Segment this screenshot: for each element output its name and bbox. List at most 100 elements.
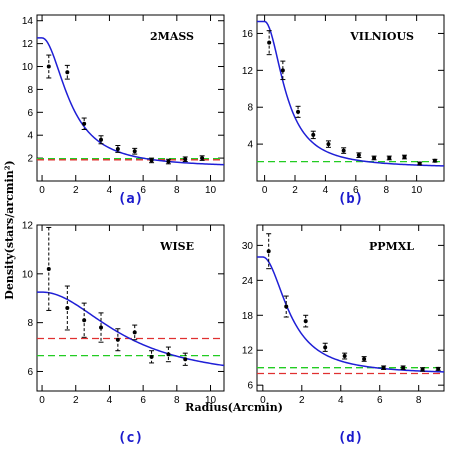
plot-area [37,226,224,367]
data-point [284,304,289,309]
x-tick-label: 0 [39,185,45,196]
data-point [65,306,70,310]
fit-curve [37,37,224,166]
data-point [326,142,331,147]
y-tick-label: 10 [22,269,34,280]
y-tick-label: 14 [22,16,34,27]
data-point [115,146,120,151]
x-tick-label: 10 [411,185,423,196]
x-tick-label: 4 [323,185,329,196]
panel-letter: (d) [338,430,363,446]
y-axis-title: Density(stars/arcmin²) [3,160,16,299]
panel-wise: 0 2 4 6 8 10 6 8 10 12 WISE (c) [22,221,225,446]
x-tick-label: 2 [299,395,305,406]
x-tick-label: 8 [416,395,422,406]
data-point [200,156,205,161]
x-tick-label: 10 [205,395,217,406]
y-tick-label: 30 [242,241,254,252]
panel-title: 2MASS [150,30,194,43]
y-tick-label: 8 [27,85,33,96]
x-tick-label: 4 [107,395,113,406]
data-point [82,318,87,323]
data-point [267,40,272,45]
data-point [266,249,271,254]
x-tick-label: 6 [140,395,146,406]
panel-title: WISE [159,240,194,253]
y-tick-label: 6 [247,381,253,392]
y-tick-label: 12 [242,346,254,357]
data-point [166,352,171,357]
plot-area [257,20,444,167]
data-point [432,158,437,163]
y-tick-label: 6 [27,367,33,378]
data-point [46,64,51,69]
panel-vilnious: 0 2 4 6 8 10 4 8 12 16 VILNIOUS (b) [242,14,445,207]
y-tick-label: 6 [27,108,33,119]
x-tick-label: 4 [107,185,113,196]
y-tick-label: 12 [22,39,34,50]
plot-frame [256,14,445,182]
data-point [149,354,154,359]
plot-frame [36,224,225,392]
data-point [296,109,301,114]
panel-letter: (b) [338,191,363,207]
y-tick-label: 2 [27,154,33,165]
data-point [132,149,137,154]
data-point [65,70,70,75]
x-tick-label: 2 [73,395,79,406]
data-point [436,366,441,371]
data-point [342,354,347,359]
y-tick-label: 8 [247,103,253,114]
data-point [402,155,407,160]
data-point [420,367,425,372]
panel-2mass: 0 2 4 6 8 10 2 4 6 8 10 12 14 2MASS (a) [22,14,225,207]
x-tick-label: 8 [174,395,180,406]
x-axis-title: Radius(Arcmin) [185,401,283,414]
x-tick-label: 8 [383,185,389,196]
plot-area [257,233,444,375]
fit-curve [37,291,224,367]
x-tick-label: 4 [338,395,344,406]
y-tick-label: 12 [242,66,254,77]
x-tick-label: 2 [292,185,298,196]
data-point [311,132,316,137]
data-point [323,345,328,350]
data-point [183,157,188,162]
data-point [356,153,361,158]
x-tick-label: 0 [39,395,45,406]
fit-curve [257,256,444,373]
data-point [99,137,104,142]
y-tick-label: 12 [22,221,34,232]
x-tick-label: 0 [262,185,268,196]
data-point [149,158,154,163]
panel-title: VILNIOUS [349,30,414,43]
data-point [46,266,51,271]
data-point [132,330,137,335]
data-point [280,68,285,73]
data-point [183,357,188,362]
data-point [303,319,308,324]
y-tick-label: 4 [27,131,33,142]
data-point [166,159,171,164]
plot-area [37,37,224,166]
data-point [362,356,367,361]
y-tick-label: 8 [27,318,33,329]
y-tick-label: 10 [22,62,34,73]
data-point [82,121,87,126]
fit-curve [257,20,444,167]
panel-letter: (a) [118,191,143,207]
x-tick-label: 8 [174,185,180,196]
y-tick-label: 24 [242,276,254,287]
panel-title: PPMXL [369,240,414,253]
data-point [372,155,377,160]
y-tick-label: 16 [242,29,254,40]
x-tick-label: 6 [377,395,383,406]
plot-frame [36,14,225,182]
x-tick-label: 6 [140,185,146,196]
x-tick-label: 0 [260,395,266,406]
data-point [115,337,120,342]
x-tick-label: 10 [205,185,217,196]
data-point [99,325,104,330]
